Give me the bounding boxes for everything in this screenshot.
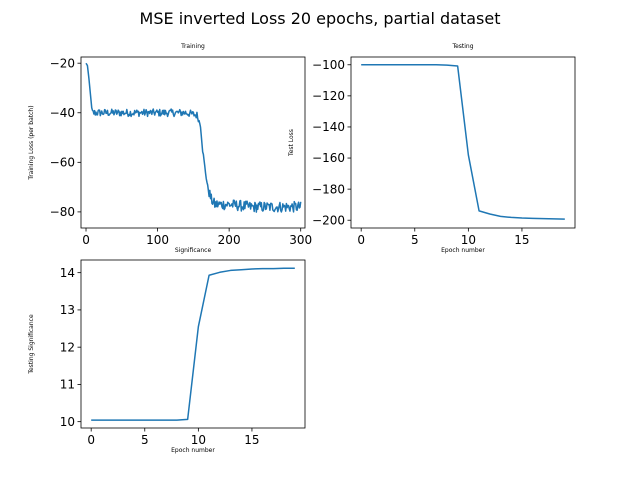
testing-ytick-label: −140 — [312, 120, 345, 134]
testing-ytick-label: −100 — [312, 58, 345, 72]
testing-xtick-label: 15 — [514, 233, 529, 247]
significance-xtick-label: 10 — [191, 433, 206, 447]
testing-xlabel: Epoch number — [441, 247, 485, 254]
significance-ytick-label: 12 — [60, 340, 75, 354]
training-ylabel: Training Loss (per batch) — [28, 105, 35, 180]
testing-ytick-label: −120 — [312, 89, 345, 103]
subplot-training: 0 100 200 300 −20 −40 −60 −80 Training Significan… — [28, 43, 312, 254]
training-title: Training — [180, 43, 205, 50]
testing-series-line — [361, 64, 565, 220]
training-xtick-label: 200 — [218, 233, 241, 247]
testing-xtick-label: 5 — [411, 233, 419, 247]
testing-xtick-label: 0 — [357, 233, 365, 247]
testing-ylabel: Test Loss — [288, 129, 295, 157]
significance-ytick-label: 13 — [60, 303, 75, 317]
significance-ytick-label: 11 — [60, 378, 75, 392]
figure-title: MSE inverted Loss 20 epochs, partial dat… — [140, 9, 501, 28]
significance-xlabel: Epoch number — [171, 447, 215, 454]
training-xlabel: Significance — [175, 247, 212, 254]
training-xtick-label: 100 — [146, 233, 169, 247]
training-ytick-label: −60 — [50, 156, 75, 170]
significance-axes-frame — [80, 259, 306, 429]
training-ytick-label: −80 — [50, 205, 75, 219]
subplot-testing: 0 5 10 15 −100 −120 −140 −160 −180 −200 Testing Epo… — [288, 43, 576, 254]
training-series-line — [85, 62, 302, 213]
significance-xtick-label: 15 — [244, 433, 259, 447]
significance-ytick-label: 14 — [60, 266, 75, 280]
significance-xtick-label: 5 — [141, 433, 149, 447]
significance-xtick-label: 0 — [87, 433, 95, 447]
testing-axes-frame — [350, 56, 576, 229]
testing-ytick-label: −200 — [312, 213, 345, 227]
training-ytick-label: −20 — [50, 56, 75, 70]
significance-series-line — [91, 267, 295, 421]
training-ytick-label: −40 — [50, 106, 75, 120]
training-axes-frame — [80, 56, 306, 229]
testing-xtick-label: 10 — [461, 233, 476, 247]
significance-ytick-label: 10 — [60, 415, 75, 429]
training-xtick-label: 300 — [289, 233, 312, 247]
testing-ytick-label: −180 — [312, 182, 345, 196]
subplot-significance: 0 5 10 15 10 11 12 13 14 Epoch number Testing Sign… — [28, 259, 306, 454]
testing-title: Testing — [451, 43, 473, 50]
testing-ytick-label: −160 — [312, 151, 345, 165]
significance-ylabel: Testing Significance — [28, 314, 35, 375]
training-xtick-label: 0 — [82, 233, 90, 247]
